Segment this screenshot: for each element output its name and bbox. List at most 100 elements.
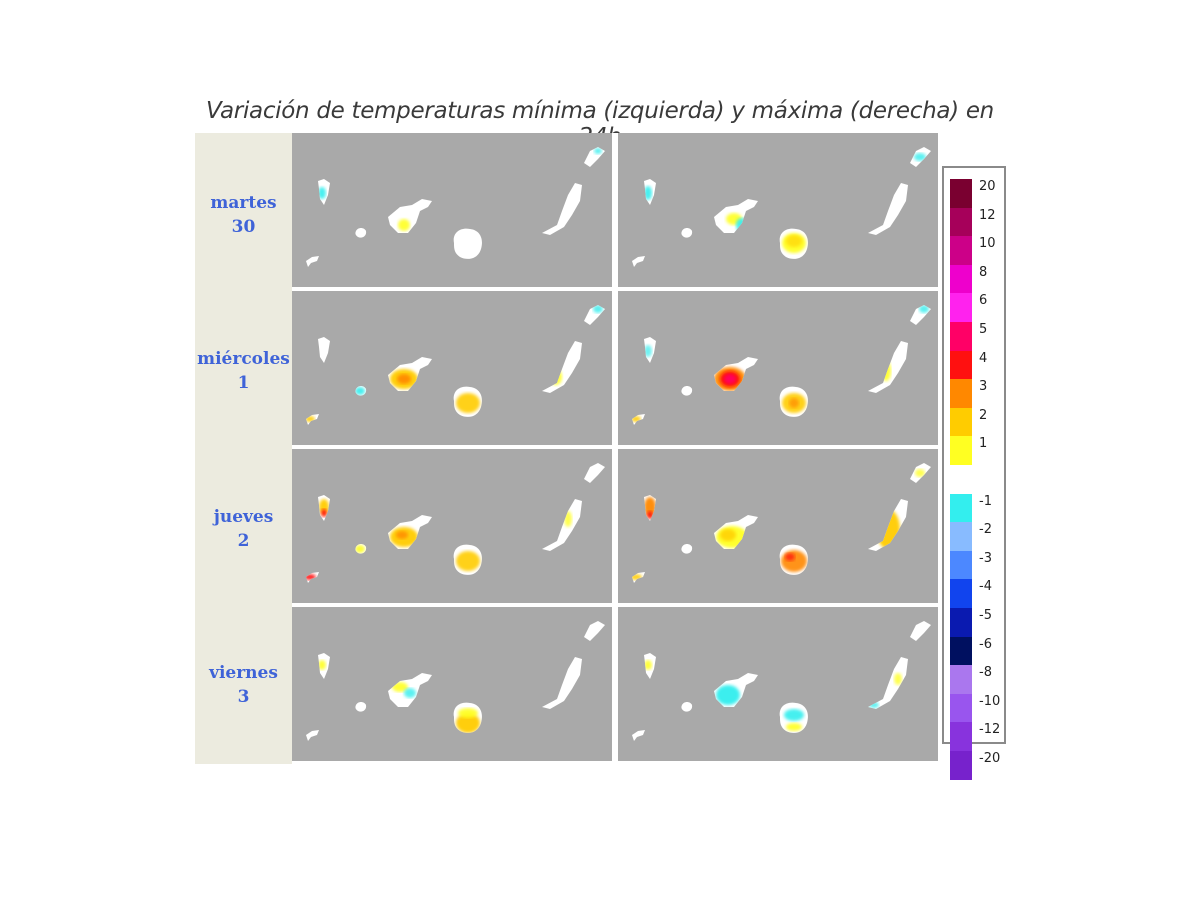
island-gomera bbox=[681, 702, 693, 712]
legend-tick-label: -5 bbox=[979, 608, 992, 623]
islands-map bbox=[306, 305, 605, 425]
anomaly-blob bbox=[456, 393, 480, 413]
day-name: viernes bbox=[209, 663, 278, 683]
legend-tick-label: -10 bbox=[979, 693, 1001, 709]
anomaly-blob bbox=[644, 345, 652, 357]
island-gomera bbox=[355, 702, 367, 712]
anomaly-blob bbox=[550, 369, 562, 385]
islands-map bbox=[632, 463, 931, 583]
island-hierro bbox=[306, 730, 319, 741]
islands-map bbox=[632, 621, 931, 741]
legend-swatch bbox=[950, 751, 972, 781]
legend-tick-label: 4 bbox=[979, 350, 988, 366]
anomaly-blob bbox=[644, 497, 656, 517]
legend-tick-label: -6 bbox=[979, 636, 992, 652]
anomaly-blob bbox=[593, 305, 603, 313]
anomaly-map-martes-máxima bbox=[618, 133, 938, 287]
anomaly-blob bbox=[396, 531, 408, 539]
legend-swatch bbox=[950, 350, 972, 380]
legend-tick-label: 12 bbox=[979, 207, 996, 223]
legend-tick-label: 1 bbox=[979, 436, 988, 452]
legend-tick-label: 8 bbox=[979, 264, 988, 280]
legend-tick-label: 6 bbox=[979, 293, 988, 309]
anomaly-blob bbox=[458, 708, 478, 718]
anomaly-blob bbox=[398, 219, 410, 231]
legend-swatch bbox=[950, 179, 972, 209]
legend-swatch bbox=[950, 493, 972, 523]
legend-swatch bbox=[950, 407, 972, 437]
island-lanzarote bbox=[584, 621, 605, 641]
legend-tick-label: 2 bbox=[979, 407, 988, 423]
legend-swatch bbox=[950, 236, 972, 266]
day-name: jueves bbox=[213, 507, 274, 527]
anomaly-blob bbox=[404, 688, 416, 698]
legend-swatch bbox=[950, 264, 972, 294]
island-gomera bbox=[681, 544, 693, 554]
day-label-3: viernes 3 bbox=[195, 661, 292, 709]
islands-map bbox=[306, 463, 605, 583]
legend-swatch bbox=[950, 636, 972, 666]
anomaly-blob bbox=[786, 723, 802, 731]
legend-tick-label: -12 bbox=[979, 722, 1001, 738]
legend-tick-label: 10 bbox=[979, 236, 996, 252]
anomaly-blob bbox=[919, 305, 929, 313]
legend-tick-label: 3 bbox=[979, 379, 988, 395]
anomaly-blob bbox=[456, 713, 480, 733]
island-fuerteventura bbox=[868, 499, 908, 551]
legend-tick-label: 20 bbox=[979, 179, 996, 194]
anomaly-blob bbox=[355, 545, 365, 553]
anomaly-blob bbox=[456, 551, 480, 571]
anomaly-blob bbox=[915, 469, 925, 477]
anomaly-blob bbox=[789, 398, 799, 408]
anomaly-blob bbox=[724, 374, 736, 384]
legend-swatch bbox=[950, 379, 972, 409]
day-label-1: miércoles 1 bbox=[195, 347, 292, 395]
anomaly-map-viernes-mínima bbox=[292, 607, 612, 761]
anomaly-blob bbox=[736, 218, 748, 232]
anomaly-blob bbox=[784, 709, 804, 721]
legend-swatch bbox=[950, 693, 972, 723]
islands-map bbox=[306, 621, 605, 741]
anomaly-blob bbox=[869, 702, 879, 708]
day-label-2: jueves 2 bbox=[195, 505, 292, 553]
legend-swatch bbox=[950, 550, 972, 580]
island-fuerteventura bbox=[542, 657, 582, 709]
island-hierro bbox=[632, 730, 645, 741]
anomaly-map-jueves-mínima bbox=[292, 449, 612, 603]
island-lanzarote bbox=[584, 463, 605, 483]
legend-swatch bbox=[950, 608, 972, 638]
islands-map bbox=[632, 305, 931, 425]
anomaly-map-miércoles-mínima bbox=[292, 291, 612, 445]
day-number: 30 bbox=[231, 217, 256, 237]
anomaly-blob bbox=[786, 235, 802, 247]
anomaly-map-martes-mínima bbox=[292, 133, 612, 287]
legend-tick-label: -8 bbox=[979, 665, 992, 681]
anomaly-blob bbox=[785, 553, 795, 561]
island-fuerteventura bbox=[868, 341, 908, 393]
islands-map bbox=[306, 147, 605, 267]
anomaly-blob bbox=[594, 148, 602, 154]
island-hierro bbox=[306, 256, 319, 267]
island-gomera bbox=[355, 228, 367, 238]
day-number: 2 bbox=[237, 531, 250, 551]
anomaly-blob bbox=[318, 660, 326, 670]
anomaly-blob bbox=[632, 416, 641, 422]
day-name: miércoles bbox=[197, 349, 290, 369]
anomaly-blob bbox=[894, 673, 902, 685]
islands-map bbox=[632, 147, 931, 267]
island-gomera bbox=[681, 386, 693, 396]
day-number: 1 bbox=[237, 373, 250, 393]
color-legend: 20 12 10 8 6 5 4 3 2 1 -1 -2 -3 -4 -5 -6 -8 -10 -12 -20 bbox=[942, 166, 1006, 781]
anomaly-blob bbox=[306, 574, 316, 580]
legend-swatch bbox=[950, 665, 972, 695]
anomaly-blob bbox=[716, 685, 740, 705]
anomaly-map-miércoles-máxima bbox=[618, 291, 938, 445]
legend-swatch bbox=[950, 293, 972, 323]
anomaly-map-viernes-máxima bbox=[618, 607, 938, 761]
island-hierro bbox=[632, 256, 645, 267]
legend-swatch bbox=[950, 322, 972, 352]
island-lanzarote bbox=[910, 621, 931, 641]
anomaly-blob bbox=[321, 509, 327, 517]
island-granCanaria bbox=[453, 228, 482, 259]
island-tenerife bbox=[388, 199, 432, 233]
